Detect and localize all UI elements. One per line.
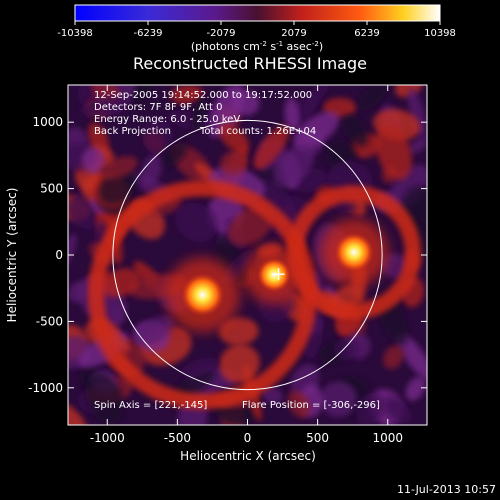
texture-blob	[287, 390, 311, 419]
texture-blob	[181, 357, 218, 377]
x-tick-label: 500	[306, 431, 329, 445]
ring-features	[88, 180, 421, 410]
texture-blob	[384, 397, 412, 425]
annotation-detectors: Detectors: 7F 8F 9F, Att 0	[94, 102, 222, 113]
texture-blob	[218, 317, 259, 346]
y-tick-label: 0	[55, 248, 63, 262]
colorbar-tick-label: -10398	[57, 28, 92, 39]
texture-blob	[134, 316, 175, 346]
texture-blob	[101, 268, 140, 298]
heatmap-image	[68, 85, 427, 425]
texture-blob	[395, 85, 423, 98]
texture-blob	[191, 97, 207, 131]
y-axis-ticks: -1000 -500 0 500 1000	[28, 115, 427, 395]
texture-blob	[219, 151, 246, 176]
texture-blob	[142, 117, 173, 155]
texture-blob	[262, 386, 283, 405]
x-tick-label: -1000	[90, 431, 125, 445]
x-axis-label: Heliocentric X (arcsec)	[180, 449, 316, 463]
annotation-method: Back Projection	[94, 126, 171, 137]
texture-blob	[355, 393, 384, 425]
source-core	[180, 272, 225, 317]
texture-blob	[82, 147, 105, 174]
texture-blob	[161, 142, 187, 167]
texture-blob	[383, 345, 404, 370]
x-tick-label: 0	[244, 431, 252, 445]
texture-blob	[375, 124, 412, 180]
solar-limb-circle	[112, 119, 383, 391]
texture-blob	[405, 376, 426, 401]
annotation-counts: Total counts: 1.26E+04	[199, 126, 316, 137]
colorbar-tick-label: -6239	[133, 28, 162, 39]
colorbar	[74, 4, 441, 22]
texture-blob	[341, 114, 369, 147]
x-tick-label: 1000	[372, 431, 403, 445]
texture-blob	[388, 164, 427, 213]
texture-blob	[273, 144, 315, 187]
texture-blob	[175, 202, 217, 243]
texture-blob	[68, 401, 87, 425]
texture-blob	[334, 338, 357, 361]
y-tick-label: -500	[36, 314, 63, 328]
y-axis-label: Heliocentric Y (arcsec)	[5, 188, 19, 323]
texture-blob	[219, 344, 260, 384]
colorbar-unit-label: (photons cm-2 s-1 asec-2)	[191, 40, 323, 53]
texture-blob	[293, 111, 340, 150]
annotation-flare-position: Flare Position = [-306,-296]	[242, 400, 380, 411]
annotation-energy: Energy Range: 6.0 - 25.0 keV	[94, 114, 240, 125]
y-tick-label: 1000	[32, 115, 63, 129]
y-tick-label: 500	[40, 182, 63, 196]
x-tick-label: -500	[164, 431, 191, 445]
colorbar-tick-label: 2079	[281, 28, 306, 39]
texture-blob	[85, 372, 124, 425]
texture-blob	[256, 177, 296, 224]
texture-blob	[408, 137, 427, 154]
texture-blob	[80, 96, 132, 117]
footer-date: 11-Jul-2013 10:57	[397, 483, 496, 496]
y-tick-label: -1000	[28, 381, 63, 395]
texture-blob	[68, 281, 89, 303]
x-axis-ticks: -1000 -500 0 500 1000	[90, 85, 403, 445]
annotation-block: 12-Sep-2005 19:14:52.000 to 19:17:52.000…	[94, 90, 380, 411]
texture-blob	[303, 85, 333, 117]
chart-title: Reconstructed RHESSI Image	[133, 54, 367, 73]
texture-blob	[253, 125, 290, 170]
source-core	[333, 232, 375, 273]
texture-blob	[101, 156, 138, 180]
annotation-time-range: 12-Sep-2005 19:14:52.000 to 19:17:52.000	[94, 90, 312, 101]
spin-axis-marker	[272, 268, 285, 281]
texture-blob	[320, 381, 357, 418]
texture-blob	[396, 332, 427, 381]
colorbar-tick-label: -2079	[206, 28, 235, 39]
ring-feature	[287, 185, 421, 320]
texture-blob	[358, 85, 388, 111]
texture-blob	[218, 123, 250, 154]
colorbar-ticks: -10398 -6239 -2079 2079 6239 10398	[57, 21, 456, 39]
texture-blob	[407, 87, 427, 139]
colorbar-tick-label: 10398	[424, 28, 456, 39]
colorbar-tick-label: 6239	[354, 28, 379, 39]
texture-blob	[284, 97, 300, 132]
annotation-spin-axis: Spin Axis = [221,-145]	[94, 400, 207, 411]
texture-blob	[170, 85, 203, 104]
texture-blob	[141, 153, 163, 185]
